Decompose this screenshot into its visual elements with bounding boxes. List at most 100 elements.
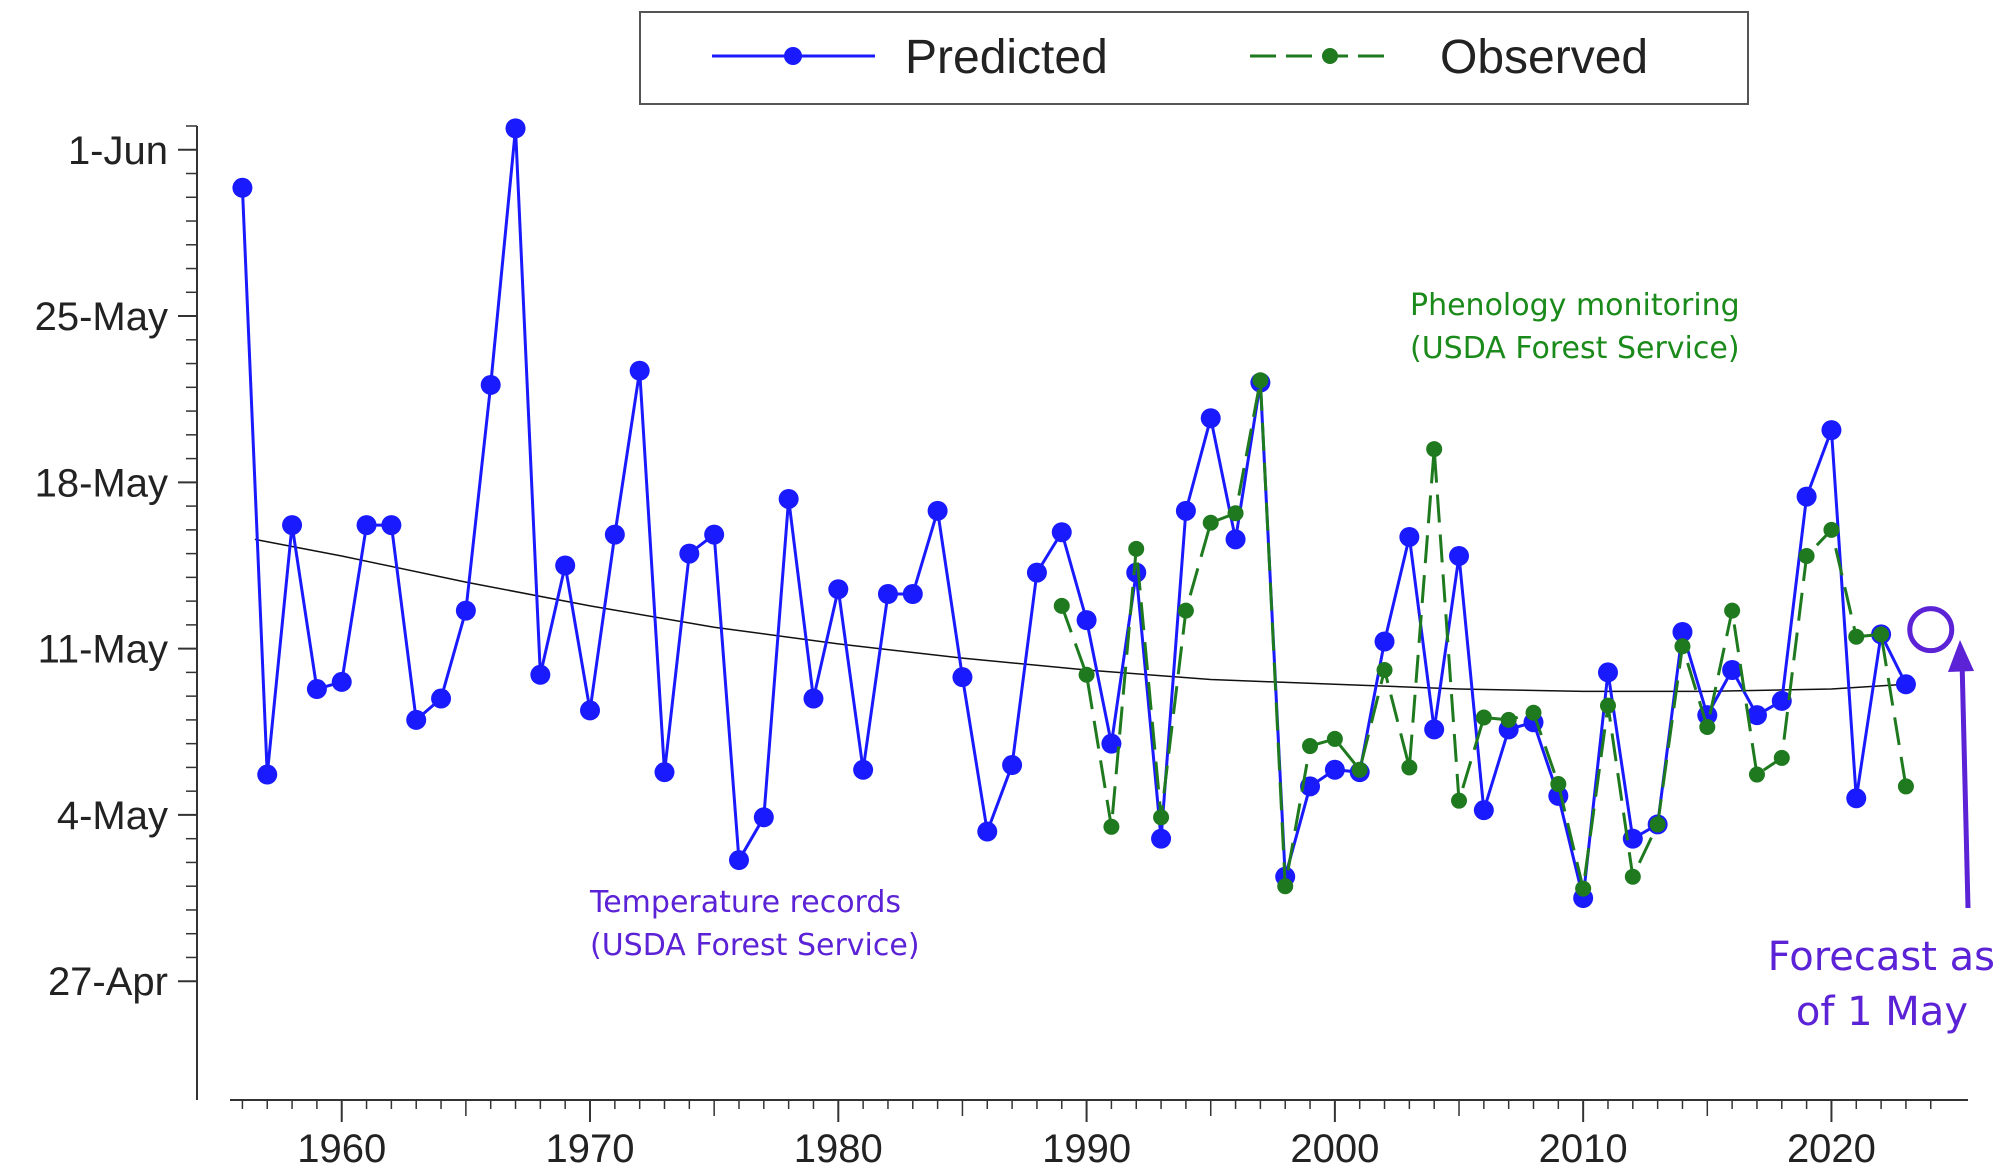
predicted-point (1225, 529, 1246, 550)
observed-annotation-line2: (USDA Forest Service) (1410, 331, 1740, 366)
predicted-point (580, 700, 601, 721)
observed-point (1376, 662, 1393, 679)
legend-predicted-marker (784, 47, 802, 65)
legend-observed-label: Observed (1440, 31, 1648, 84)
predicted-point (1151, 828, 1172, 849)
y-tick-label: 27-Apr (48, 960, 168, 1004)
observed-point (1326, 730, 1343, 747)
x-tick-label: 1980 (794, 1127, 883, 1171)
observed-point (1202, 514, 1219, 531)
legend-observed-marker (1322, 48, 1338, 64)
predicted-point (679, 543, 700, 564)
observed-point (1351, 761, 1368, 778)
observed-point (1401, 759, 1418, 776)
x-tick-label: 1990 (1042, 1127, 1131, 1171)
observed-point (1599, 697, 1616, 714)
predicted-point (927, 500, 948, 521)
predicted-point (406, 709, 427, 730)
observed-series (1053, 372, 1914, 897)
observed-point (1128, 540, 1145, 557)
y-tick-label: 11-May (38, 628, 168, 672)
observed-point (1873, 626, 1890, 643)
x-axis: 1960 1970 1980 1990 2000 2010 2020 (241, 1100, 1932, 1171)
predicted-point (704, 524, 725, 545)
predicted-point (803, 688, 824, 709)
observed-point (1153, 809, 1170, 826)
forecast-annotation-line2: of 1 May (1796, 989, 1968, 1035)
predicted-point (232, 177, 253, 198)
predicted-point (257, 764, 278, 785)
predicted-point (902, 583, 923, 604)
observed-point (1798, 547, 1815, 564)
x-tick-label: 2010 (1539, 1127, 1628, 1171)
predicted-point (1051, 522, 1072, 543)
y-axis: 27-Apr 4-May 11-May 18-May 25-May 1-Jun (35, 125, 197, 1004)
observed-point (1252, 372, 1269, 389)
predicted-point (1672, 622, 1693, 643)
observed-point (1525, 704, 1542, 721)
predicted-point (977, 821, 998, 842)
predicted-annotation-line1: Temperature records (589, 885, 901, 920)
predicted-point (1399, 526, 1420, 547)
predicted-point (1746, 705, 1767, 726)
observed-point (1575, 880, 1592, 897)
predicted-point (1449, 545, 1470, 566)
predicted-point (828, 579, 849, 600)
predicted-line (240, 126, 1908, 900)
observed-point (1426, 441, 1443, 458)
observed-point (1277, 878, 1294, 895)
observed-point (1773, 749, 1790, 766)
forecast-point (1907, 606, 1955, 654)
observed-point (1451, 792, 1468, 809)
predicted-point (331, 671, 352, 692)
predicted-point (1771, 690, 1792, 711)
observed-point (1078, 666, 1095, 683)
predicted-point (306, 679, 327, 700)
predicted-point (1175, 500, 1196, 521)
predicted-point (282, 515, 303, 536)
x-tick-label: 1970 (546, 1127, 635, 1171)
forecast-annotation-line1: Forecast as (1768, 934, 1995, 980)
predicted-annotation-line2: (USDA Forest Service) (590, 928, 920, 963)
y-tick-label: 4-May (57, 794, 168, 838)
observed-point (1848, 628, 1865, 645)
forecast-marker-group (1907, 606, 1974, 909)
predicted-point (356, 515, 377, 536)
predicted-point (480, 374, 501, 395)
observed-point (1674, 638, 1691, 655)
predicted-point (1796, 486, 1817, 507)
predicted-point (1026, 562, 1047, 583)
predicted-point (654, 762, 675, 783)
predicted-point (1821, 420, 1842, 441)
predicted-series (232, 118, 1916, 909)
forecast-arrow-head (1948, 640, 1974, 672)
predicted-point (530, 664, 551, 685)
legend-predicted-label: Predicted (905, 31, 1108, 84)
predicted-point (505, 118, 526, 139)
predicted-point (1895, 674, 1916, 695)
observed-point (1177, 602, 1194, 619)
x-tick-label: 2020 (1787, 1127, 1876, 1171)
predicted-point (1424, 719, 1445, 740)
predicted-point (455, 600, 476, 621)
observed-point (1550, 776, 1567, 793)
predicted-point (1002, 755, 1023, 776)
predicted-point (778, 488, 799, 509)
forecast-arrow (1959, 659, 1971, 909)
observed-point (1748, 766, 1765, 783)
predicted-point (1324, 759, 1345, 780)
observed-point (1699, 719, 1716, 736)
predicted-point (753, 807, 774, 828)
predicted-point (555, 555, 576, 576)
observed-point (1649, 816, 1666, 833)
observed-point (1897, 778, 1914, 795)
observed-point (1302, 738, 1319, 755)
predicted-point (1200, 408, 1221, 429)
legend-box (639, 11, 1749, 105)
observed-point (1500, 711, 1517, 728)
y-tick-label: 25-May (35, 295, 168, 339)
predicted-point (853, 759, 874, 780)
annotations: Phenology monitoring (USDA Forest Servic… (589, 288, 1995, 1035)
predicted-point (1076, 610, 1097, 631)
